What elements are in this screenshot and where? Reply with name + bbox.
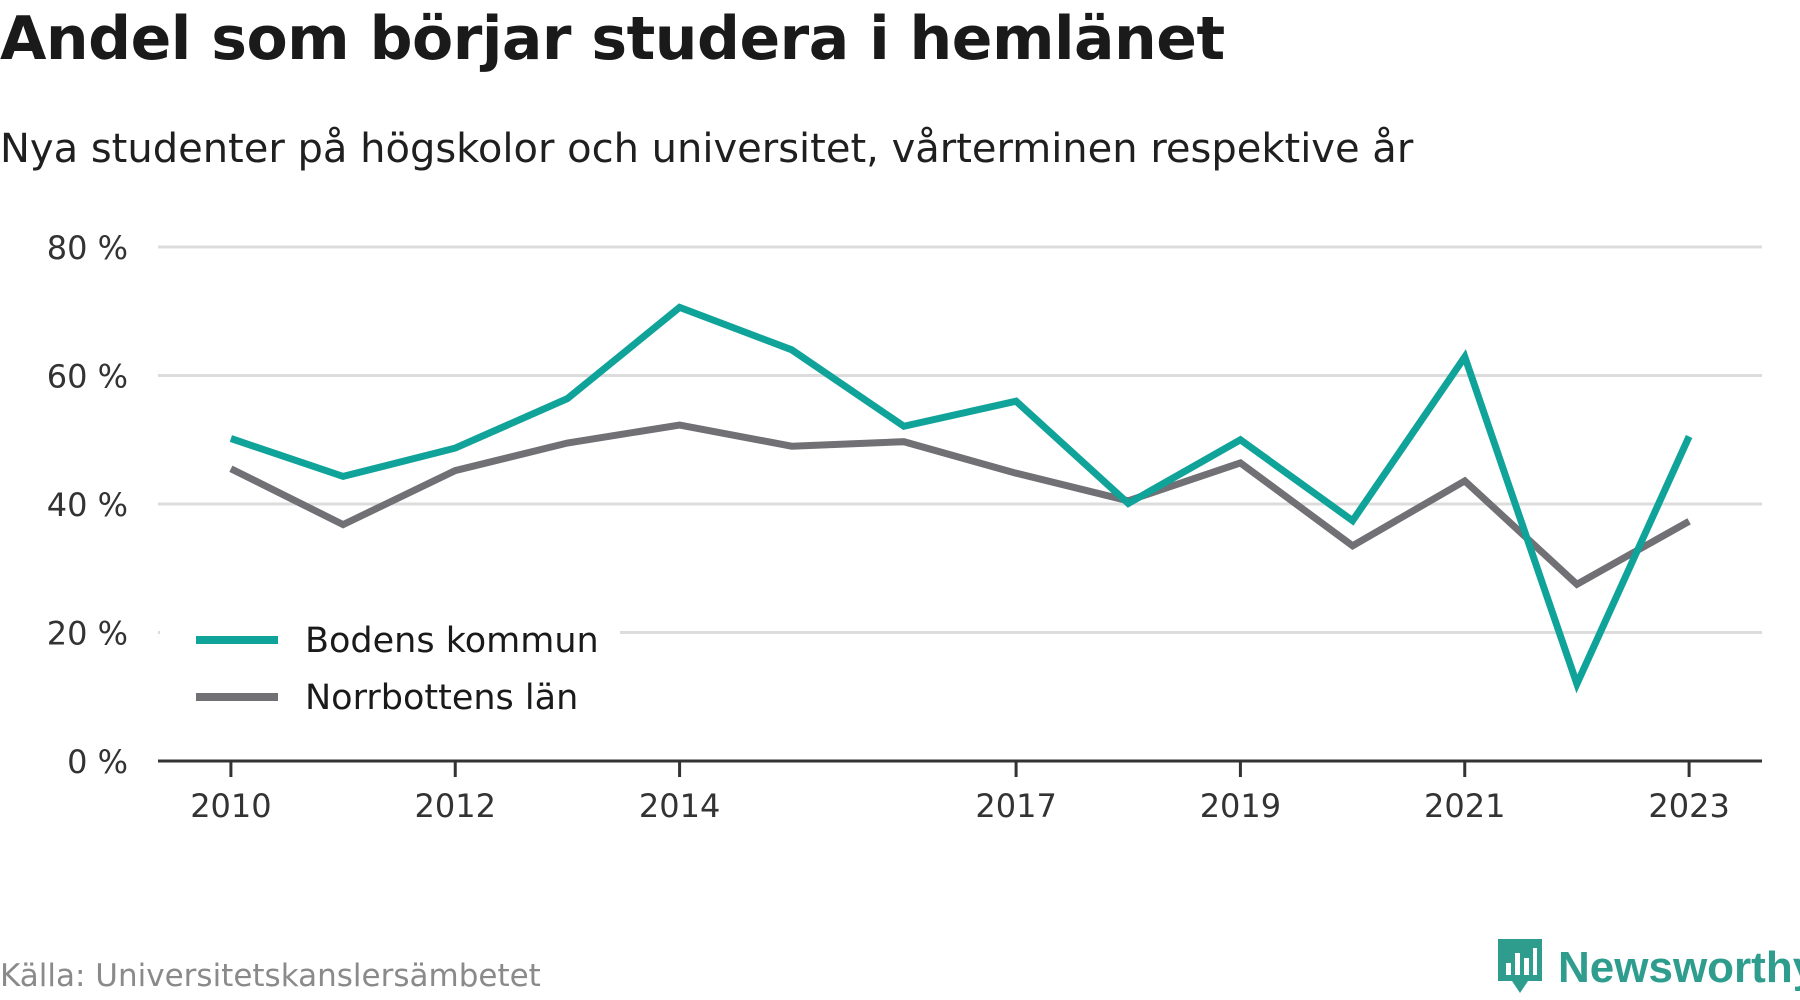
x-tick-label: 2021 (1424, 787, 1505, 825)
legend-label: Norrbottens län (305, 678, 578, 718)
x-tick-label: 2019 (1200, 787, 1281, 825)
gridlines (158, 245, 1762, 634)
x-tick-label: 2012 (415, 787, 496, 825)
x-tick-label: 2014 (639, 787, 720, 825)
chart-subtitle: Nya studenter på högskolor och universit… (0, 126, 1414, 172)
y-tick-label: 60 % (47, 358, 128, 396)
data-series (229, 303, 1693, 694)
source-note: Källa: Universitetskanslersämbetet (0, 958, 541, 994)
x-tick-label: 2023 (1648, 787, 1729, 825)
brand-name: Newsworthy (1558, 943, 1800, 992)
x-tick-label: 2010 (190, 787, 271, 825)
y-tick-label: 0 % (67, 743, 128, 781)
legend-background (160, 607, 620, 737)
chart-title: Andel som börjar studera i hemlänet (0, 4, 1225, 74)
series-line-norrbottens-lan (229, 421, 1691, 589)
y-tick-label: 40 % (47, 486, 128, 524)
y-axis-tick-labels: 0 % 20 % 40 % 60 % 80 % (47, 229, 128, 781)
series-line-bodens-kommun (229, 303, 1693, 694)
x-tick-label: 2017 (975, 787, 1056, 825)
y-tick-label: 80 % (47, 229, 128, 267)
x-axis-ticks: 2010 2012 2014 2017 2019 2021 2023 (190, 761, 1730, 825)
legend: Bodens kommun Norrbottens län (160, 607, 620, 737)
y-tick-label: 20 % (47, 615, 128, 653)
newsworthy-logo-icon (1496, 937, 1544, 999)
brand-logo[interactable]: Newsworthy (1496, 937, 1800, 999)
legend-label: Bodens kommun (305, 621, 599, 661)
